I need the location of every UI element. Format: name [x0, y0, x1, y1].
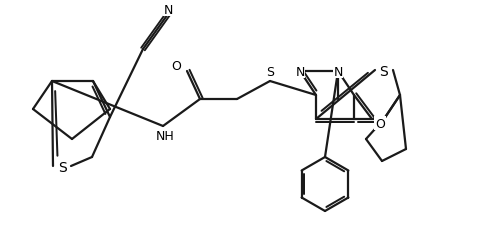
Text: O: O [375, 117, 385, 130]
Text: N: N [333, 65, 343, 78]
Text: N: N [163, 3, 173, 16]
Text: NH: NH [156, 130, 174, 143]
Text: N: N [295, 65, 305, 78]
Text: O: O [171, 59, 181, 72]
Text: S: S [266, 65, 274, 78]
Text: S: S [58, 160, 66, 174]
Text: S: S [379, 65, 388, 79]
